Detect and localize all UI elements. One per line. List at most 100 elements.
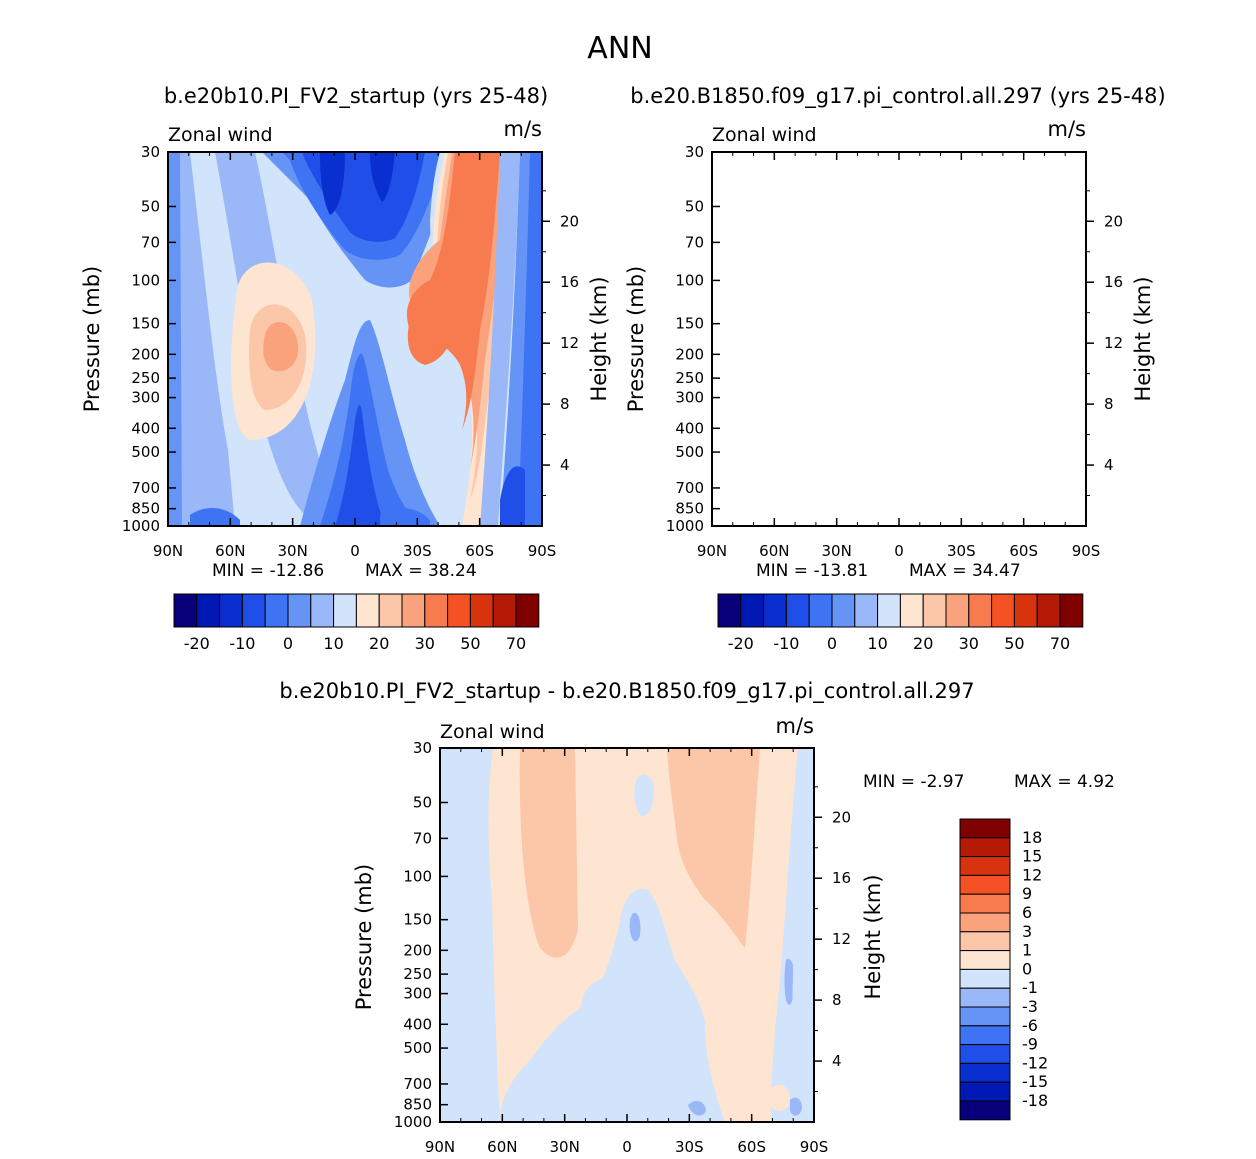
colorbar-label: -1	[1022, 978, 1038, 997]
panel-3-title: b.e20b10.PI_FV2_startup - b.e20.B1850.f0…	[279, 679, 974, 704]
colorbar-swatch	[959, 818, 1011, 839]
colorbar-label: 0	[283, 634, 293, 653]
colorbar-swatch	[763, 593, 787, 628]
colorbar-swatch	[717, 593, 742, 628]
y-tick-label: 70	[685, 233, 704, 251]
colorbar-label: -18	[1022, 1091, 1048, 1110]
y-tick-label: 300	[675, 389, 704, 407]
colorbar-swatch	[959, 874, 1011, 895]
colorbar-label: -12	[1022, 1053, 1048, 1072]
height-tick-label: 4	[1104, 456, 1114, 474]
colorbar-swatch	[959, 1006, 1011, 1027]
height-tick-label: 16	[1104, 273, 1123, 291]
colorbar-label: 20	[913, 634, 933, 653]
panel-1-title: b.e20b10.PI_FV2_startup (yrs 25-48)	[164, 84, 548, 109]
y-tick-label: 200	[403, 941, 432, 959]
panel-2-min: MIN = -13.81	[756, 561, 868, 581]
colorbar-swatch	[287, 593, 312, 628]
panel-2-max: MAX = 34.47	[909, 561, 1021, 581]
y-tick-label: 30	[141, 143, 160, 161]
y-tick-label: 250	[675, 369, 704, 387]
colorbar-swatch	[401, 593, 426, 628]
colorbar-label: 20	[369, 634, 389, 653]
y-tick-label: 400	[131, 419, 160, 437]
colorbar-swatch	[945, 593, 970, 628]
colorbar-swatch	[355, 593, 380, 628]
x-tick-label: 0	[622, 1138, 632, 1156]
y-tick-label: 500	[403, 1039, 432, 1057]
height-tick-label: 20	[1104, 212, 1123, 230]
y-tick-label: 850	[675, 500, 704, 518]
colorbar-swatch	[959, 1100, 1011, 1121]
colorbar-label: -15	[1022, 1072, 1048, 1091]
y-tick-label: 850	[131, 500, 160, 518]
panel-3-units: m/s	[776, 714, 814, 738]
colorbar-label: 70	[1050, 634, 1070, 653]
colorbar-swatch	[469, 593, 494, 628]
colorbar-swatch	[877, 593, 901, 628]
colorbar-swatch	[959, 1044, 1011, 1064]
panel-1-min: MIN = -12.86	[212, 561, 324, 581]
colorbar-swatch	[959, 912, 1011, 933]
panel-3-contours	[440, 748, 814, 1122]
colorbar-swatch	[959, 856, 1011, 876]
x-tick-label: 90N	[153, 542, 183, 560]
colorbar-label: -10	[229, 634, 255, 653]
panel-1-tick-marks: 90N 60N 30N 0 30S 60S 90S 30 50 70 100 150 200 250 300…	[122, 143, 579, 560]
y-tick-label: 400	[403, 1015, 432, 1033]
colorbar-swatch	[219, 593, 243, 628]
colorbar-label: -9	[1022, 1035, 1038, 1054]
colorbar-label: 1	[1022, 941, 1032, 960]
colorbar-label: -10	[773, 634, 799, 653]
panel-2-units: m/s	[1048, 117, 1086, 141]
panel-2-colorbar: -20 -10 0 10 20 30 50 70	[717, 593, 1084, 653]
colorbar-swatch	[1059, 593, 1084, 628]
colorbar-swatch	[447, 593, 471, 628]
colorbar-label: 0	[1022, 959, 1032, 978]
x-tick-label: 30S	[675, 1138, 704, 1156]
y-tick-label: 400	[675, 419, 704, 437]
panel-2-variable: Zonal wind	[712, 124, 817, 146]
colorbar-swatch	[968, 593, 993, 628]
height-tick-label: 16	[832, 869, 851, 887]
colorbar-swatch	[959, 931, 1011, 952]
colorbar-swatch	[831, 593, 856, 628]
x-tick-label: 30S	[403, 542, 432, 560]
colorbar-label: 30	[415, 634, 435, 653]
colorbar-swatch	[959, 987, 1011, 1008]
height-tick-label: 8	[832, 991, 842, 1009]
colorbar-label: 15	[1022, 847, 1042, 866]
colorbar-swatch	[492, 593, 517, 628]
colorbar-label: -20	[184, 634, 210, 653]
y-tick-label: 500	[675, 443, 704, 461]
colorbar-swatch	[1013, 593, 1038, 628]
panel-1: b.e20b10.PI_FV2_startup (yrs 25-48)	[80, 84, 611, 653]
x-tick-label: 60S	[737, 1138, 766, 1156]
colorbar-label: 6	[1022, 903, 1032, 922]
panel-1-colorbar: -20 -10 0 10 20 30 50 70	[173, 593, 540, 653]
colorbar-swatch	[424, 593, 449, 628]
y-tick-label: 150	[403, 911, 432, 929]
y-tick-label: 700	[675, 479, 704, 497]
x-tick-label: 90S	[800, 1138, 829, 1156]
y-tick-label: 200	[675, 345, 704, 363]
y-tick-label: 850	[403, 1096, 432, 1114]
colorbar-swatch	[310, 593, 335, 628]
colorbar-swatch	[922, 593, 947, 628]
y-tick-label: 250	[403, 965, 432, 983]
colorbar-swatch	[959, 1025, 1011, 1046]
colorbar-label: 9	[1022, 884, 1032, 903]
y-tick-label: 50	[685, 197, 704, 215]
y-tick-label: 700	[131, 479, 160, 497]
panel-1-contours	[168, 152, 542, 526]
x-tick-label: 30S	[947, 542, 976, 560]
colorbar-swatch	[959, 968, 1011, 989]
y-tick-label: 100	[403, 867, 432, 885]
y-tick-label: 70	[413, 829, 432, 847]
colorbar-swatch	[196, 593, 221, 628]
x-tick-label: 90N	[697, 542, 727, 560]
panel-1-max: MAX = 38.24	[365, 561, 477, 581]
colorbar-swatch	[959, 1081, 1011, 1102]
colorbar-swatch	[740, 593, 765, 628]
